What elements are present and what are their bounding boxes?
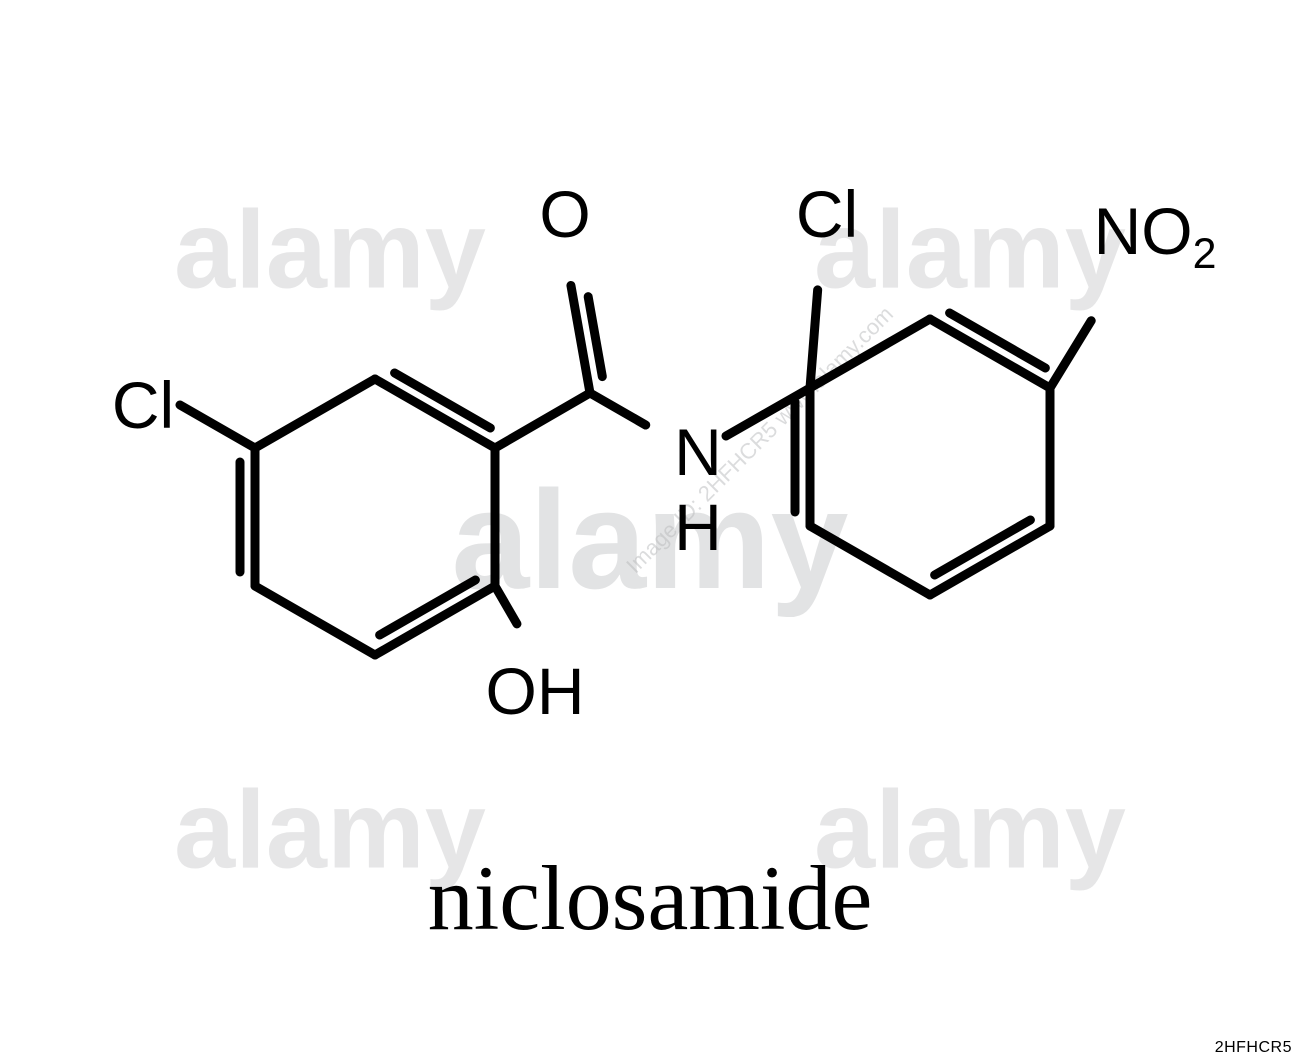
atom-label-N: N	[674, 419, 722, 485]
atom-label-Cl_left: Cl	[112, 372, 174, 438]
compound-name: niclosamide	[428, 845, 873, 951]
atom-label-H_on_N: H	[674, 494, 722, 560]
atom-label-O_carbonyl: O	[539, 181, 590, 247]
image-id-label: 2HFHCR5	[1215, 1039, 1292, 1057]
diagram-canvas: alamyalamyalamyalamyalamyImage ID: 2HFHC…	[0, 0, 1300, 1063]
atom-label-Cl_right: Cl	[796, 181, 858, 247]
atom-label-OH: OH	[486, 658, 585, 724]
atom-label-NO2: NO2	[1094, 198, 1217, 264]
